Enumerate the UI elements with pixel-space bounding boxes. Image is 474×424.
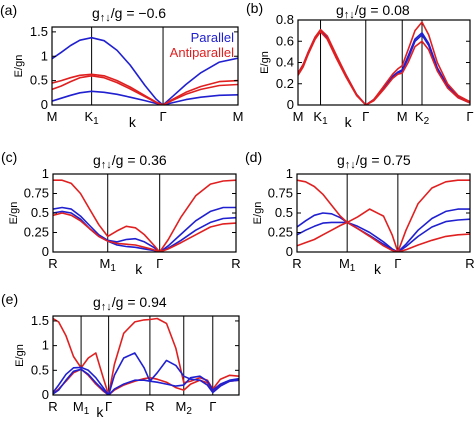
panel-label: (e) — [1, 291, 18, 307]
y-tick-label: 0 — [41, 97, 48, 112]
panel-c: (c) g↑↓/g = 0.36 0 0.25 0.5 0.75 1 E/gn R M1 Γ Rk — [1, 149, 241, 277]
x-tick-label: R — [48, 256, 57, 271]
y-tick-label: 0 — [42, 244, 49, 259]
legend-parallel: Parallel — [191, 30, 234, 45]
series-line-antiparallel-3 — [298, 21, 470, 105]
x-tick-label: Γ — [394, 256, 401, 271]
y-tick-label: 1 — [286, 166, 293, 181]
y-tick-label: 0.5 — [31, 362, 49, 377]
x-tick-label: Γ — [209, 399, 216, 414]
y-tick-label: 0.6 — [276, 33, 294, 48]
x-tick-label: Γ — [362, 109, 369, 124]
panel-label: (a) — [0, 2, 17, 18]
panel-title: g↑↓/g = 0.75 — [337, 152, 411, 171]
y-tick-label: 0.5 — [275, 205, 293, 220]
x-tick-label: M1 — [339, 256, 356, 274]
panel-a: (a) g↑↓/g = −0.6 0 0.5 1 1.5 E/gn M K1 Γ Mk Paralle… — [0, 2, 243, 130]
y-tick-label: 0 — [42, 387, 49, 402]
x-tick-label: R — [465, 256, 474, 271]
series-line-parallel-1 — [53, 206, 236, 252]
x-tick-label: M — [397, 109, 408, 124]
y-tick-label: 0.5 — [31, 205, 49, 220]
y-axis-label: E/gn — [259, 51, 271, 74]
panel-b: (b) g↑↓/g = 0.08 0 0.2 0.4 0.6 0.8 E/gn M K1 Γ M K2 Γ… — [246, 0, 474, 130]
series-line-parallel-2 — [298, 30, 470, 105]
series-line-antiparallel-4 — [52, 75, 238, 105]
series-line-antiparallel-3 — [52, 73, 238, 105]
series-line-antiparallel-3 — [297, 179, 470, 252]
series-line-parallel-4 — [53, 368, 239, 395]
panel-d: (d) g↑↓/g = 0.75 0 0.25 0.5 0.75 1 E/gn R M1 Γ Rk — [245, 149, 474, 277]
x-tick-label: M1 — [73, 399, 90, 417]
y-tick-label: 0.8 — [276, 12, 294, 27]
x-tick-label: R — [292, 256, 301, 271]
panel-title: g↑↓/g = 0.08 — [336, 2, 410, 21]
y-axis-label: E/gn — [13, 55, 25, 78]
x-tick-label: M — [47, 109, 58, 124]
y-tick-label: 1.5 — [30, 24, 48, 39]
series-line-antiparallel-4 — [298, 30, 470, 105]
legend-antiparallel: Antiparallel — [170, 45, 234, 60]
y-tick-label: 1 — [42, 166, 49, 181]
x-tick-label: R — [145, 399, 154, 414]
x-axis-label: k — [345, 114, 353, 130]
x-tick-label: K1 — [313, 109, 328, 127]
x-tick-label: Γ — [156, 256, 163, 271]
x-tick-label: R — [48, 399, 57, 414]
series-line-antiparallel-4 — [53, 212, 236, 252]
y-tick-label: 0.5 — [30, 73, 48, 88]
x-tick-label: Γ — [105, 399, 112, 414]
x-tick-label: M — [293, 109, 304, 124]
y-tick-label: 0.75 — [268, 186, 293, 201]
series-line-parallel-1 — [52, 36, 238, 105]
series-line-parallel-1 — [297, 212, 470, 252]
y-tick-label: 0 — [287, 97, 294, 112]
y-tick-label: 0 — [286, 244, 293, 259]
panel-title: g↑↓/g = 0.94 — [93, 294, 167, 313]
y-tick-label: 0.75 — [24, 186, 49, 201]
x-tick-label: M2 — [176, 399, 193, 417]
x-axis-label: k — [96, 404, 104, 420]
x-tick-label: R — [231, 256, 240, 271]
panel-label: (d) — [245, 149, 262, 165]
panel-label: (c) — [1, 149, 17, 165]
x-tick-label: K2 — [415, 109, 430, 127]
x-axis-label: k — [374, 261, 382, 277]
y-axis-label: E/gn — [14, 344, 26, 367]
x-tick-label: K1 — [85, 109, 100, 127]
y-tick-label: 0.2 — [276, 76, 294, 91]
x-tick-label: M — [233, 109, 244, 124]
plot-frame — [51, 26, 239, 106]
panel-title: g↑↓/g = 0.36 — [93, 152, 167, 171]
series-line-parallel-2 — [297, 208, 470, 252]
y-tick-label: 1 — [41, 48, 48, 63]
y-tick-label: 1 — [42, 338, 49, 353]
series-line-antiparallel-4 — [297, 221, 470, 252]
x-tick-label: M1 — [100, 256, 117, 274]
y-axis-label: E/gn — [252, 202, 264, 225]
plot-frame — [52, 315, 240, 396]
x-tick-label: Γ — [159, 109, 166, 124]
series-line-antiparallel-3 — [53, 179, 236, 252]
y-tick-label: 0.25 — [268, 225, 293, 240]
y-axis-label: E/gn — [8, 202, 20, 225]
series-line-parallel-2 — [52, 90, 238, 105]
x-axis-label: k — [129, 114, 137, 130]
panel-title: g↑↓/g = −0.6 — [92, 5, 166, 24]
x-tick-label: Γ — [466, 109, 473, 124]
series-line-parallel-3 — [53, 352, 239, 395]
panel-e: (e) g↑↓/g = 0.94 0 0.5 1 1.5 E/gn R M1 Γ R M2 Γk — [1, 291, 240, 420]
x-axis-label: k — [135, 261, 143, 277]
series-line-parallel-1 — [298, 29, 470, 105]
y-tick-label: 0.25 — [24, 225, 49, 240]
y-tick-label: 1.5 — [31, 313, 49, 328]
series-line-parallel-2 — [53, 210, 236, 252]
y-tick-label: 0.4 — [276, 55, 294, 70]
panel-label: (b) — [246, 0, 263, 16]
